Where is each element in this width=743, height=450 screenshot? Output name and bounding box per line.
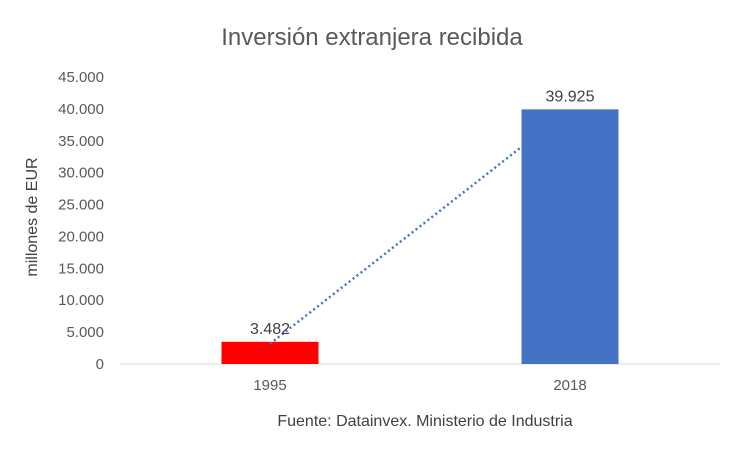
bar-1995 bbox=[221, 341, 319, 364]
y-tick-label: 5.000 bbox=[66, 324, 104, 341]
x-axis-ticks: 1995 2018 bbox=[253, 377, 586, 394]
trendline bbox=[269, 145, 523, 345]
y-tick-label: 10.000 bbox=[58, 292, 104, 309]
y-axis-label: millones de EUR bbox=[24, 157, 41, 276]
y-tick-label: 40.000 bbox=[58, 101, 104, 118]
y-axis-ticks: 0 5.000 10.000 15.000 20.000 25.000 30.000 35.0… bbox=[58, 69, 104, 373]
y-tick-label: 0 bbox=[96, 356, 104, 373]
data-label-2018: 39.925 bbox=[546, 88, 595, 105]
bar-2018 bbox=[521, 109, 619, 365]
data-label-1995: 3.482 bbox=[250, 321, 290, 338]
source-note: Fuente: Datainvex. Ministerio de Industr… bbox=[277, 413, 572, 430]
bars bbox=[221, 109, 619, 365]
x-tick-label: 1995 bbox=[253, 377, 286, 394]
y-tick-label: 20.000 bbox=[58, 228, 104, 245]
y-tick-label: 30.000 bbox=[58, 165, 104, 182]
y-tick-label: 35.000 bbox=[58, 133, 104, 150]
y-tick-label: 15.000 bbox=[58, 260, 104, 277]
chart-title: Inversión extranjera recibida bbox=[221, 24, 523, 51]
data-labels: 3.482 39.925 bbox=[250, 88, 595, 337]
y-tick-label: 45.000 bbox=[58, 69, 104, 86]
x-tick-label: 2018 bbox=[553, 377, 586, 394]
y-tick-label: 25.000 bbox=[58, 197, 104, 214]
